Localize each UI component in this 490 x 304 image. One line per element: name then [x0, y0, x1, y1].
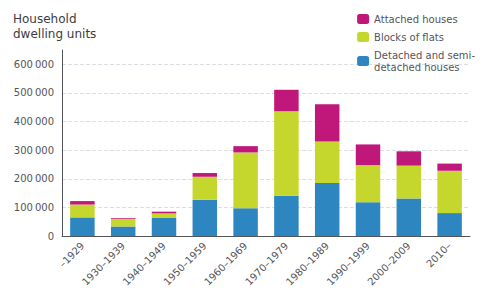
svg-text:1990–1999: 1990–1999 [324, 240, 372, 288]
svg-text:1950–1959: 1950–1959 [161, 240, 209, 288]
svg-text:detached houses: detached houses [374, 62, 459, 73]
svg-text:500 000: 500 000 [14, 87, 54, 98]
svg-text:1980–1989: 1980–1989 [283, 240, 332, 288]
svg-text:Detached and semi-: Detached and semi- [374, 50, 475, 61]
svg-text:1960–1969: 1960–1969 [202, 240, 250, 288]
svg-text:2010–: 2010– [424, 240, 453, 269]
svg-text:600 000: 600 000 [14, 59, 54, 70]
svg-text:100 000: 100 000 [14, 202, 54, 213]
svg-text:1940–1949: 1940–1949 [120, 240, 168, 288]
svg-text:Household: Household [13, 12, 77, 26]
svg-text:Blocks of flats: Blocks of flats [374, 32, 444, 43]
svg-text:200 000: 200 000 [14, 173, 54, 184]
svg-text:400 000: 400 000 [14, 116, 54, 127]
svg-text:dwelling units: dwelling units [13, 27, 96, 41]
svg-text:1970–1979: 1970–1979 [243, 240, 291, 288]
svg-text:300 000: 300 000 [14, 145, 54, 156]
svg-text:–1929: –1929 [57, 240, 86, 269]
svg-text:Attached houses: Attached houses [374, 14, 458, 25]
svg-text:1930–1939: 1930–1939 [79, 240, 128, 288]
svg-text:0: 0 [48, 231, 54, 242]
svg-text:2000–2009: 2000–2009 [365, 240, 412, 287]
